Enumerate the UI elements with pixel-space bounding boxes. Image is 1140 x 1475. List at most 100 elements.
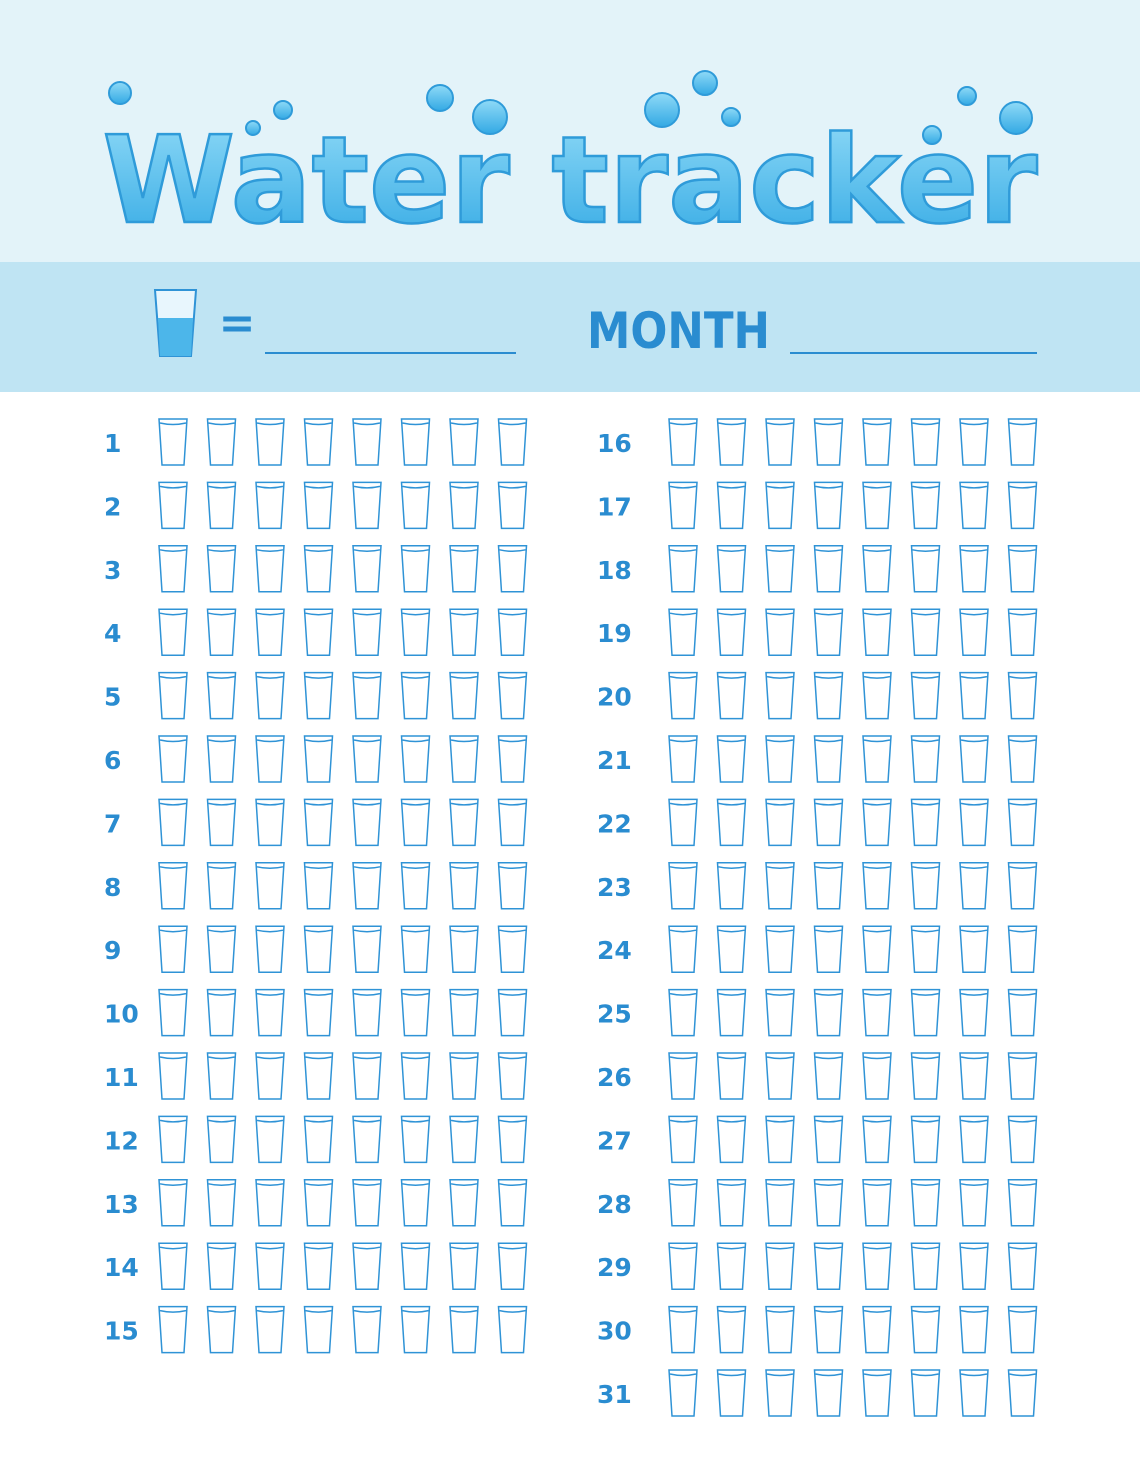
glass-outline [449,988,479,1037]
glass-rim [766,992,794,996]
glass [497,671,528,720]
glass-outline [813,1052,844,1100]
glass-rim [912,1246,939,1250]
glass-outline [765,545,795,593]
glass-outline [813,1242,844,1290]
glass-rim [669,1309,697,1313]
glass-rim [402,866,429,870]
glass-outline [716,671,747,720]
glass [1007,481,1038,530]
glass [352,1052,382,1100]
glass [813,481,844,530]
glass [668,671,698,720]
glass-rim [766,422,794,426]
glass-rim [208,1183,235,1187]
glass-rim [450,1183,478,1187]
glass-outline [813,1305,844,1354]
glass-outline [303,418,334,466]
glass [303,1115,334,1164]
glass-rim [353,422,381,426]
glass-rim [159,1056,187,1060]
glass-rim [450,992,478,996]
glass-rim [669,929,697,933]
glass [497,1305,528,1354]
glass-rim [208,612,235,616]
glass-outline [716,1369,747,1417]
glass [303,988,334,1037]
glass [910,545,941,593]
day-number: 25 [597,1000,632,1029]
glass-outline [352,608,382,656]
glass [400,608,431,656]
glass [158,735,188,783]
glass [158,545,188,593]
glass-outline [813,925,844,973]
glass [716,1369,747,1417]
glass-rim [256,802,284,806]
glass-outline [497,1305,528,1354]
glass-outline [668,862,698,910]
glass [765,545,795,593]
glass [303,481,334,530]
glass [158,671,188,720]
glass-rim [499,1246,526,1250]
glass [910,1369,941,1417]
day-number: 4 [104,619,121,648]
glass-rim [353,929,381,933]
day-number: 21 [597,746,632,775]
glass-outline [813,671,844,720]
glass-outline [813,481,844,530]
title-band [0,0,1140,262]
glass-rim [208,1119,235,1123]
glass-rim [912,1119,939,1123]
glass-outline [668,671,698,720]
glass [497,1115,528,1164]
glass-rim [305,866,332,870]
glass [765,798,795,847]
glass-rim [305,1056,332,1060]
glass [400,1242,431,1290]
glass-rim [450,1056,478,1060]
glass-outline [206,1115,237,1164]
glass-rim [159,929,187,933]
glass-outline [813,1115,844,1164]
glass-rim [863,866,891,870]
glass [449,1179,479,1227]
glass [255,862,285,910]
glass [765,671,795,720]
glass-outline [1007,735,1038,783]
glass-rim [353,739,381,743]
glass-rim [1009,612,1036,616]
glass-outline [158,1305,188,1354]
glass [813,988,844,1037]
glass [959,1052,989,1100]
glass-rim [960,866,988,870]
glass [765,1369,795,1417]
glass-rim [718,485,745,489]
glass-rim [1009,1183,1036,1187]
glass-outline [158,798,188,847]
glass-rim [450,1119,478,1123]
glass [206,418,237,466]
glass [255,608,285,656]
glass-outline [668,545,698,593]
glass [959,735,989,783]
glass-outline [668,1305,698,1354]
day-number: 17 [597,492,632,521]
glass-rim [912,929,939,933]
glass-rim [450,612,478,616]
glass-rim [815,675,842,679]
glass-outline [497,1179,528,1227]
glass-rim [863,1373,891,1377]
glass-rim [499,866,526,870]
glass-rim [718,866,745,870]
glass-rim [669,1056,697,1060]
glass-outline [497,481,528,530]
glass-outline [813,1369,844,1417]
glass-rim [863,1056,891,1060]
glass [255,481,285,530]
glass-rim [960,1373,988,1377]
glass [255,1052,285,1100]
glass-outline [716,418,747,466]
glass-outline [1007,671,1038,720]
